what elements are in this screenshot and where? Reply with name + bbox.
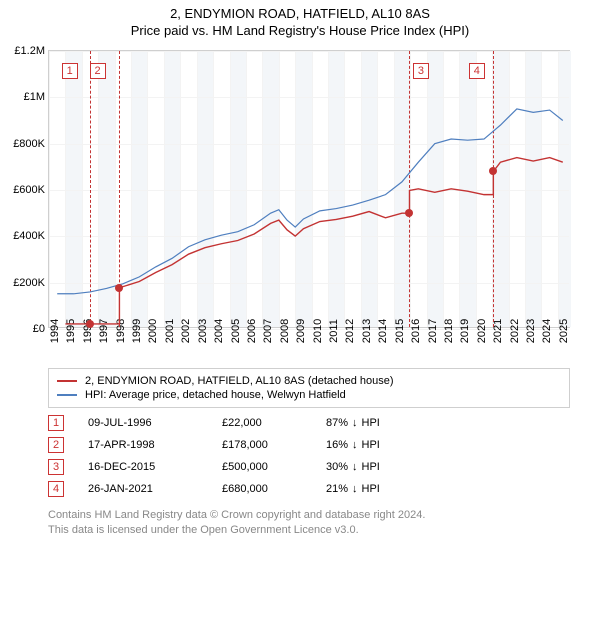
- sale-marker: [489, 167, 497, 175]
- down-arrow-icon: [352, 417, 358, 429]
- legend-item: HPI: Average price, detached house, Welw…: [57, 388, 561, 402]
- event-price: £500,000: [222, 461, 302, 473]
- price-chart: £0£200K£400K£600K£800K£1M£1.2M1994199519…: [48, 50, 570, 328]
- legend-label: 2, ENDYMION ROAD, HATFIELD, AL10 8AS (de…: [85, 375, 394, 387]
- event-date: 17-APR-1998: [88, 439, 198, 451]
- legend-item: 2, ENDYMION ROAD, HATFIELD, AL10 8AS (de…: [57, 374, 561, 388]
- y-axis-label: £600K: [13, 184, 45, 196]
- y-axis-label: £200K: [13, 277, 45, 289]
- paid-series-line: [65, 158, 562, 324]
- event-number-badge: 4: [469, 63, 485, 79]
- series-svg: [49, 51, 571, 329]
- down-arrow-icon: [352, 461, 358, 473]
- down-arrow-icon: [352, 439, 358, 451]
- grid-line: [49, 329, 569, 330]
- events-table-row: 1 09-JUL-1996 £22,000 87%HPI: [48, 412, 436, 434]
- event-number-badge: 3: [48, 459, 64, 475]
- event-pct-vs-hpi: 16%HPI: [326, 439, 436, 451]
- event-date: 16-DEC-2015: [88, 461, 198, 473]
- event-date: 26-JAN-2021: [88, 483, 198, 495]
- y-axis-label: £1.2M: [14, 45, 45, 57]
- footer-line: This data is licensed under the Open Gov…: [48, 523, 425, 538]
- y-axis-label: £800K: [13, 138, 45, 150]
- events-table: 1 09-JUL-1996 £22,000 87%HPI 2 17-APR-1998 £17…: [48, 412, 436, 500]
- event-number-badge: 3: [413, 63, 429, 79]
- events-table-row: 2 17-APR-1998 £178,000 16%HPI: [48, 434, 436, 456]
- legend: 2, ENDYMION ROAD, HATFIELD, AL10 8AS (de…: [48, 368, 570, 408]
- events-table-row: 3 16-DEC-2015 £500,000 30%HPI: [48, 456, 436, 478]
- sale-marker: [86, 320, 94, 328]
- event-price: £178,000: [222, 439, 302, 451]
- down-arrow-icon: [352, 483, 358, 495]
- event-date: 09-JUL-1996: [88, 417, 198, 429]
- y-axis-label: £400K: [13, 230, 45, 242]
- event-pct-vs-hpi: 30%HPI: [326, 461, 436, 473]
- attribution-footer: Contains HM Land Registry data © Crown c…: [48, 508, 425, 538]
- y-axis-label: £0: [33, 323, 45, 335]
- event-number-badge: 2: [48, 437, 64, 453]
- event-pct-vs-hpi: 21%HPI: [326, 483, 436, 495]
- hpi-series-line: [57, 109, 563, 294]
- event-pct-vs-hpi: 87%HPI: [326, 417, 436, 429]
- footer-line: Contains HM Land Registry data © Crown c…: [48, 508, 425, 523]
- sale-marker: [405, 209, 413, 217]
- events-table-row: 4 26-JAN-2021 £680,000 21%HPI: [48, 478, 436, 500]
- sale-marker: [115, 284, 123, 292]
- y-axis-label: £1M: [24, 91, 45, 103]
- legend-swatch: [57, 380, 77, 382]
- event-number-badge: 1: [48, 415, 64, 431]
- event-price: £680,000: [222, 483, 302, 495]
- event-number-badge: 1: [62, 63, 78, 79]
- legend-swatch: [57, 394, 77, 396]
- page-subtitle: Price paid vs. HM Land Registry's House …: [0, 21, 600, 42]
- event-number-badge: 4: [48, 481, 64, 497]
- legend-label: HPI: Average price, detached house, Welw…: [85, 389, 346, 401]
- event-number-badge: 2: [90, 63, 106, 79]
- event-price: £22,000: [222, 417, 302, 429]
- page-title: 2, ENDYMION ROAD, HATFIELD, AL10 8AS: [0, 0, 600, 21]
